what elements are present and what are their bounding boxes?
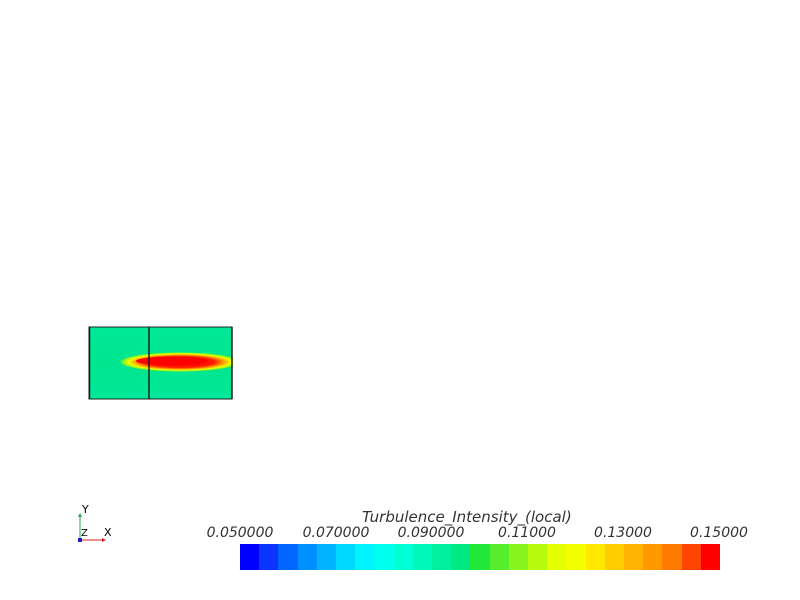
contour-plot[interactable] — [88, 326, 233, 400]
z-axis-marker — [78, 538, 82, 542]
jet-plume-core — [136, 356, 208, 366]
colorbar-swatch — [489, 544, 509, 570]
colorbar-swatch — [681, 544, 701, 570]
colorbar-swatch — [470, 544, 490, 570]
colorbar-tick-label: 0.070000 — [302, 525, 370, 541]
colorbar[interactable] — [240, 544, 721, 570]
x-axis-arrow-icon — [102, 538, 106, 542]
colorbar-title: Turbulence_Intensity_(local) — [362, 508, 572, 526]
colorbar-swatch — [508, 544, 529, 570]
y-axis-label: Y — [81, 503, 89, 516]
colorbar-swatch — [643, 544, 663, 570]
colorbar-swatch — [585, 544, 605, 570]
x-axis-label: X — [104, 526, 112, 539]
colorbar-swatch — [451, 544, 471, 570]
colorbar-swatch — [604, 544, 625, 570]
colorbar-swatch — [412, 544, 433, 570]
colorbar-swatch — [393, 544, 413, 570]
colorbar-swatch — [374, 544, 394, 570]
colorbar-swatch — [547, 544, 567, 570]
colorbar-tick-label: 0.050000 — [206, 525, 274, 541]
colorbar-swatch — [336, 544, 356, 570]
z-axis-label: Z — [81, 528, 88, 539]
y-axis-arrow-icon — [78, 513, 82, 517]
colorbar-swatch — [355, 544, 375, 570]
colorbar-swatch — [278, 544, 298, 570]
colorbar-swatch — [624, 544, 644, 570]
colorbar-swatch — [432, 544, 452, 570]
colorbar-swatch — [528, 544, 548, 570]
colorbar-swatch — [566, 544, 586, 570]
colorbar-tick-label: 0.090000 — [397, 525, 465, 541]
colorbar-swatch — [700, 544, 721, 570]
axes-triad: Y Z X — [78, 503, 112, 542]
colorbar-swatch — [316, 544, 337, 570]
colorbar-swatch — [662, 544, 682, 570]
colorbar-tick-label: 0.13000 — [594, 525, 652, 541]
colorbar-swatch — [240, 544, 260, 570]
colorbar-tick-label: 0.11000 — [498, 525, 556, 541]
colorbar-tick-label: 0.15000 — [690, 525, 748, 541]
colorbar-swatch — [259, 544, 279, 570]
colorbar-swatch — [297, 544, 317, 570]
